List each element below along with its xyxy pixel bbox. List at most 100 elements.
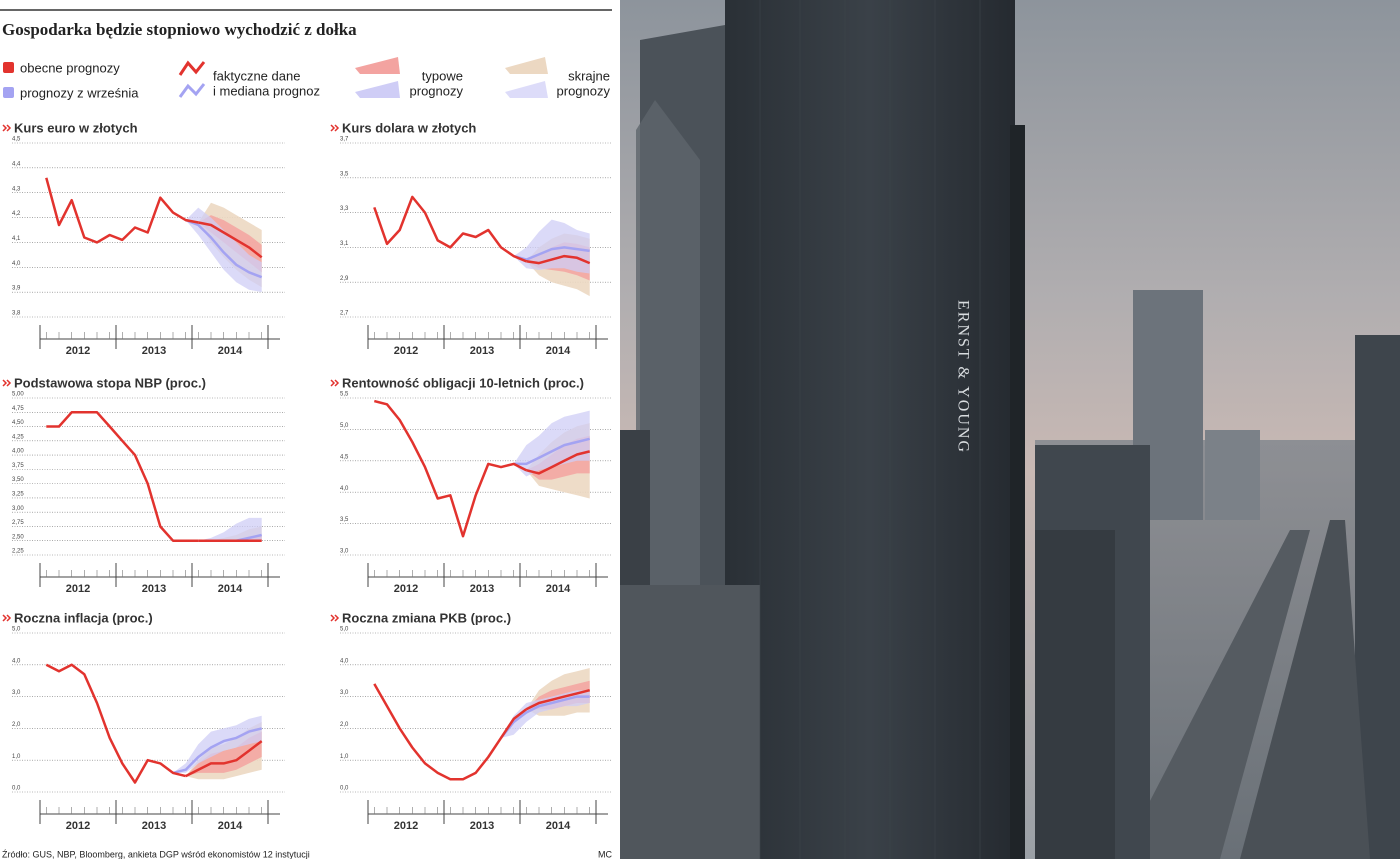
current-median bbox=[525, 688, 591, 711]
y-tick-label: 3,00 bbox=[12, 506, 24, 512]
x-tick-label: 2013 bbox=[470, 820, 494, 832]
x-tick-label: 2014 bbox=[218, 820, 243, 832]
x-tick-label: 2013 bbox=[142, 583, 166, 595]
actual-line bbox=[373, 195, 527, 263]
y-tick-label: 3,8 bbox=[12, 311, 21, 317]
y-tick-label: 0,0 bbox=[340, 786, 349, 792]
chart-title: Kurs dolara w złotych bbox=[342, 120, 476, 135]
legend: obecne prognozy prognozy z września faktyc… bbox=[3, 57, 610, 100]
september-median bbox=[513, 437, 591, 466]
y-tick-label: 4,50 bbox=[12, 420, 24, 426]
legend-label: faktyczne dane bbox=[213, 68, 300, 83]
y-tick-label: 2,75 bbox=[12, 520, 24, 526]
forecast-band bbox=[513, 219, 590, 274]
legend-label: prognozy bbox=[410, 83, 464, 98]
current-median bbox=[185, 740, 263, 778]
y-tick-label: 2,9 bbox=[340, 276, 349, 282]
chart-title: Rentowność obligacji 10-letnich (proc.) bbox=[342, 375, 584, 390]
y-tick-label: 2,0 bbox=[12, 722, 21, 728]
y-tick-label: 2,7 bbox=[340, 311, 349, 317]
y-tick-label: 4,75 bbox=[12, 406, 24, 412]
y-tick-label: 3,25 bbox=[12, 491, 24, 497]
forecast-band bbox=[501, 690, 590, 738]
y-tick-label: 2,25 bbox=[12, 549, 24, 555]
x-tick-label: 2013 bbox=[470, 583, 494, 595]
title-icon bbox=[2, 379, 12, 387]
x-tick-label: 2014 bbox=[218, 345, 243, 357]
legend-swatch bbox=[505, 57, 548, 74]
y-tick-label: 4,0 bbox=[340, 486, 349, 492]
current-median bbox=[526, 254, 591, 265]
y-tick-label: 3,3 bbox=[340, 206, 349, 212]
building-sign: ERNST & YOUNG bbox=[954, 300, 971, 454]
y-tick-label: 4,0 bbox=[340, 658, 349, 664]
september-median bbox=[172, 727, 263, 775]
chart-title: Roczna inflacja (proc.) bbox=[14, 610, 153, 625]
x-tick-label: 2012 bbox=[66, 583, 90, 595]
title-icon bbox=[2, 614, 12, 622]
x-tick-label: 2012 bbox=[66, 820, 90, 832]
actual-line bbox=[46, 411, 199, 542]
x-tick-label: 2012 bbox=[394, 820, 418, 832]
y-tick-label: 1,0 bbox=[12, 754, 21, 760]
y-tick-label: 4,5 bbox=[340, 454, 349, 460]
y-tick-label: 5,5 bbox=[340, 392, 349, 398]
chart-title: Roczna zmiana PKB (proc.) bbox=[342, 610, 511, 625]
forecast-band bbox=[185, 207, 262, 293]
chart: Rentowność obligacji 10-letnich (proc.) 3… bbox=[330, 375, 612, 595]
y-tick-label: 4,3 bbox=[12, 186, 21, 192]
y-tick-label: 3,0 bbox=[340, 690, 349, 696]
actual-line bbox=[373, 399, 527, 538]
chart: Kurs dolara w złotych 2,7 2,9 3,1 3,3 3,5 3,7 2… bbox=[330, 120, 612, 357]
legend-swatch bbox=[178, 60, 206, 76]
x-tick-label: 2012 bbox=[66, 345, 90, 357]
source: Źródło: GUS, NBP, Bloomberg, ankieta DGP… bbox=[2, 849, 310, 859]
x-tick-label: 2013 bbox=[142, 820, 166, 832]
chart: Podstawowa stopa NBP (proc.) 2,25 2,50 2,75… bbox=[2, 375, 285, 595]
chart-title: Podstawowa stopa NBP (proc.) bbox=[14, 375, 206, 390]
forecast-band bbox=[198, 517, 262, 541]
title-icon bbox=[2, 124, 12, 132]
x-tick-label: 2014 bbox=[546, 583, 571, 595]
y-tick-label: 4,00 bbox=[12, 449, 24, 455]
y-tick-label: 3,1 bbox=[340, 241, 349, 247]
y-tick-label: 5,00 bbox=[12, 392, 24, 398]
title-icon bbox=[330, 124, 340, 132]
y-tick-label: 0,0 bbox=[12, 786, 21, 792]
y-tick-label: 2,50 bbox=[12, 534, 24, 540]
legend-label: skrajne bbox=[568, 68, 610, 83]
y-tick-label: 3,5 bbox=[340, 171, 349, 177]
actual-line bbox=[373, 683, 528, 781]
x-tick-label: 2013 bbox=[142, 345, 166, 357]
actual-line bbox=[45, 177, 199, 244]
september-median bbox=[513, 246, 590, 261]
x-tick-label: 2012 bbox=[394, 345, 418, 357]
legend-label: prognozy bbox=[557, 83, 611, 98]
charts: Kurs euro w złotych 3,8 3,9 4,0 4,1 4,2 4,3 4,4… bbox=[2, 120, 612, 832]
title-icon bbox=[330, 379, 340, 387]
y-tick-label: 4,25 bbox=[12, 434, 24, 440]
legend-label: obecne prognozy bbox=[20, 60, 120, 75]
legend-swatch bbox=[178, 83, 206, 98]
x-tick-label: 2014 bbox=[218, 583, 243, 595]
chart: Roczna inflacja (proc.) 0,0 1,0 2,0 3,0 4,0 5,… bbox=[2, 610, 285, 832]
photo: ERNST & YOUNG bbox=[620, 0, 1400, 859]
title: Gospodarka będzie stopniowo wychodzić z … bbox=[2, 20, 357, 39]
legend-swatch bbox=[3, 62, 14, 73]
legend-label: typowe bbox=[422, 68, 463, 83]
y-tick-label: 1,0 bbox=[340, 754, 349, 760]
x-tick-label: 2014 bbox=[546, 820, 571, 832]
y-tick-label: 3,7 bbox=[340, 137, 349, 143]
chart-title: Kurs euro w złotych bbox=[14, 120, 138, 135]
y-tick-label: 4,4 bbox=[12, 161, 21, 167]
y-tick-label: 5,0 bbox=[12, 627, 21, 633]
y-tick-label: 4,2 bbox=[12, 211, 21, 217]
y-tick-label: 3,5 bbox=[340, 517, 349, 523]
current-median bbox=[198, 221, 263, 259]
y-tick-label: 4,5 bbox=[12, 137, 21, 143]
y-tick-label: 4,0 bbox=[12, 658, 21, 664]
current-median bbox=[525, 450, 590, 475]
legend-swatch bbox=[505, 81, 548, 98]
y-tick-label: 3,0 bbox=[340, 549, 349, 555]
